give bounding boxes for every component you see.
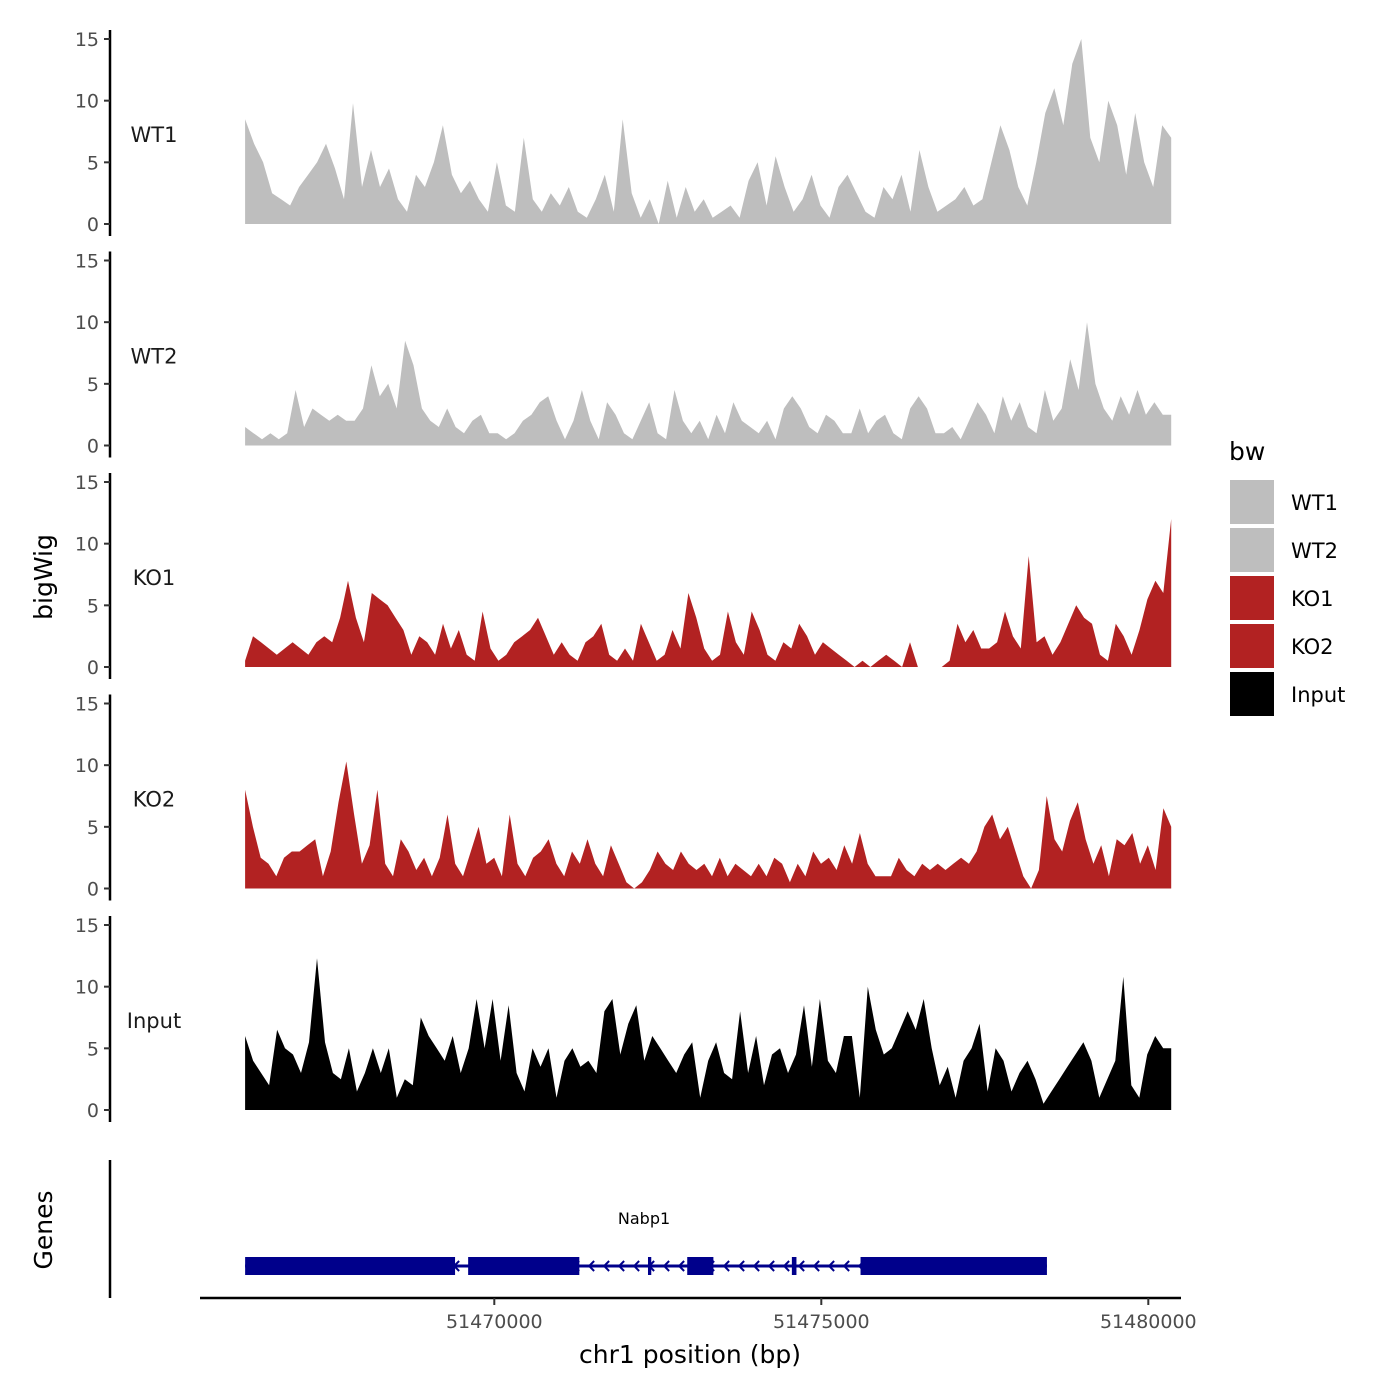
y-axis-title: bigWig [29,534,58,620]
strand-arrow [842,1260,850,1272]
strand-arrow [797,1260,805,1272]
strand-arrow [587,1260,595,1272]
gene-exon [791,1257,797,1275]
genes-axis-title: Genes [29,1190,58,1269]
y-tick-label: 0 [87,1100,99,1122]
strand-arrow [752,1260,760,1272]
strand-arrow [737,1260,745,1272]
strand-arrow [767,1260,775,1272]
y-tick-label: 0 [87,879,99,901]
y-tick-label: 15 [75,29,99,51]
coverage-tracks: 0 5 10 15 WT1 0 5 10 15 WT2 0 5 10 15 KO1 0 5 10 15 KO2 0 5 10… [75,29,1172,1122]
legend-label-wt2: WT2 [1291,539,1338,563]
y-tick-label: 0 [87,214,99,236]
coverage-area-ko2 [245,761,1172,889]
coverage-area-wt2 [245,322,1172,446]
legend-label-ko1: KO1 [1291,587,1334,611]
y-tick-label: 10 [75,977,99,999]
gene-exon [468,1257,580,1275]
legend-key-input [1230,672,1274,716]
strand-arrow [827,1260,835,1272]
x-axis: 51470000 51475000 51480000 [200,1296,1197,1333]
track-label-wt2: WT2 [131,345,178,369]
gene-exon [687,1257,714,1275]
legend-key-wt1 [1230,480,1274,524]
strand-arrow [602,1260,610,1272]
strand-arrow [812,1260,820,1272]
y-tick-label: 10 [75,755,99,777]
legend-label-input: Input [1291,683,1345,707]
coverage-area-ko1 [245,519,1172,667]
gene-exon [860,1257,1047,1275]
legend-key-wt2 [1230,528,1274,572]
legend: bw WT1 WT2 KO1 KO2 Input [1229,437,1345,716]
y-tick-label: 10 [75,534,99,556]
legend-key-ko1 [1230,576,1274,620]
coverage-area-input [245,958,1172,1110]
track-label-input: Input [127,1009,181,1033]
legend-title: bw [1229,437,1265,466]
y-tick-label: 5 [87,1038,99,1060]
strand-arrow [782,1260,790,1272]
track-ko2: 0 5 10 15 KO2 [75,694,1172,901]
track-label-wt1: WT1 [131,123,178,147]
strand-arrow [662,1260,670,1272]
track-wt2: 0 5 10 15 WT2 [75,251,1172,458]
y-tick-label: 15 [75,915,99,937]
track-ko1: 0 5 10 15 KO1 [75,472,1172,679]
track-wt1: 0 5 10 15 WT1 [75,29,1172,236]
y-tick-label: 5 [87,817,99,839]
x-axis-title: chr1 position (bp) [579,1340,801,1369]
gene-label: Nabp1 [618,1209,670,1228]
track-label-ko2: KO2 [133,788,176,812]
genes-panel: Nabp1 [108,1160,1047,1298]
y-tick-label: 0 [87,657,99,679]
strand-arrow [617,1260,625,1272]
strand-arrow [632,1260,640,1272]
y-tick-label: 10 [75,91,99,113]
y-tick-label: 15 [75,251,99,273]
y-tick-label: 10 [75,312,99,334]
coverage-area-wt1 [245,39,1172,224]
y-tick-label: 5 [87,152,99,174]
legend-label-wt1: WT1 [1291,491,1338,515]
strand-arrow [722,1260,730,1272]
legend-label-ko2: KO2 [1291,635,1334,659]
strand-arrow [677,1260,685,1272]
y-tick-label: 15 [75,694,99,716]
y-tick-label: 5 [87,595,99,617]
x-tick-label: 51480000 [1100,1311,1197,1333]
gene-nabp1: Nabp1 [245,1209,1047,1275]
legend-key-ko2 [1230,624,1274,668]
x-tick-label: 51475000 [773,1311,870,1333]
x-tick-label: 51470000 [446,1311,543,1333]
y-tick-label: 5 [87,374,99,396]
gene-exon [245,1257,456,1275]
y-tick-label: 15 [75,472,99,494]
gene-exon [647,1257,652,1275]
track-input: 0 5 10 15 Input [75,915,1172,1122]
y-tick-label: 0 [87,436,99,458]
track-label-ko1: KO1 [133,566,176,590]
